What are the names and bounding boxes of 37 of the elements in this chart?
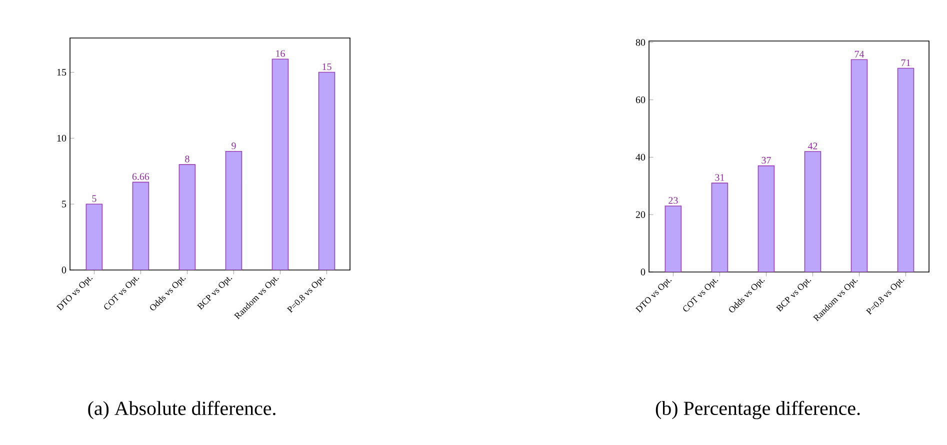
bar — [225, 150, 242, 270]
y-tick-label: 40 — [636, 154, 646, 161]
bar — [318, 72, 336, 270]
y-tick-label: 20 — [636, 211, 646, 218]
text: (a) Absolute difference. — [88, 400, 276, 420]
bar — [758, 165, 775, 272]
data-label: 6.66 — [132, 173, 150, 180]
bar — [804, 151, 822, 272]
bar — [897, 68, 914, 272]
data-label: 16 — [276, 50, 285, 57]
data-label: 9 — [232, 142, 236, 150]
data-label: 5 — [92, 195, 96, 202]
y-tick-label: 0 — [640, 268, 646, 276]
bar — [272, 58, 289, 270]
y-tick-label: 80 — [636, 39, 646, 46]
text: (b) Percentage difference. — [656, 400, 860, 420]
y-tick-label: 15 — [57, 68, 66, 76]
bar — [711, 182, 728, 272]
y-tick-label: 5 — [62, 200, 66, 208]
data-label: 31 — [715, 174, 724, 181]
y-tick-label: 60 — [636, 96, 646, 104]
bar — [86, 204, 103, 270]
data-label: 23 — [668, 197, 678, 204]
x-tick-label: Odds vs Opt. — [729, 279, 765, 312]
data-label: 37 — [762, 156, 771, 164]
y-tick-label: 10 — [57, 134, 66, 142]
bar — [850, 59, 868, 272]
data-label: 71 — [901, 59, 910, 66]
bar — [178, 164, 196, 270]
data-label: 15 — [322, 63, 332, 70]
x-tick-label: Odds vs Opt. — [150, 277, 186, 310]
bar — [664, 206, 682, 272]
bar — [132, 182, 150, 270]
data-label: 8 — [185, 156, 190, 162]
data-label: 74 — [854, 50, 864, 58]
y-tick-label: 0 — [62, 266, 66, 274]
data-label: 42 — [808, 142, 818, 150]
